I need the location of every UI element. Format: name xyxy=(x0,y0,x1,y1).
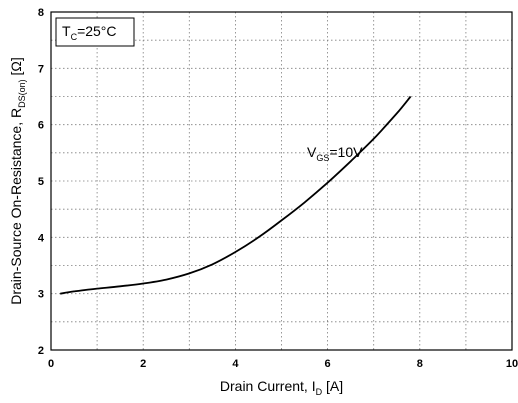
series-layer xyxy=(60,95,412,295)
y-axis-title: Drain-Source On-Resistance, RDS(on) [Ω] xyxy=(8,57,27,305)
series-label-vgs: VGS=10V xyxy=(307,144,363,163)
condition-box: TC=25°C xyxy=(55,17,135,47)
y-tick-label: 4 xyxy=(38,232,45,244)
series-line-vgs-10v xyxy=(60,95,412,295)
x-tick-label: 8 xyxy=(417,358,423,370)
y-tick-label: 2 xyxy=(38,345,44,357)
y-tick-label: 6 xyxy=(38,120,44,132)
grid-lines xyxy=(51,12,512,350)
x-tick-label: 2 xyxy=(140,358,146,370)
y-tick-label: 5 xyxy=(38,176,44,188)
x-tick-label: 6 xyxy=(325,358,331,370)
y-tick-label: 7 xyxy=(38,63,44,75)
x-tick-label: 4 xyxy=(232,358,239,370)
x-axis-title: Drain Current, ID [A] xyxy=(220,378,343,397)
x-tick-label: 10 xyxy=(506,358,518,370)
condition-label: TC=25°C xyxy=(62,23,117,42)
x-tick-label: 0 xyxy=(48,358,54,370)
plot-frame xyxy=(50,11,513,351)
y-tick-label: 3 xyxy=(38,289,44,301)
y-tick-label: 8 xyxy=(38,7,44,19)
